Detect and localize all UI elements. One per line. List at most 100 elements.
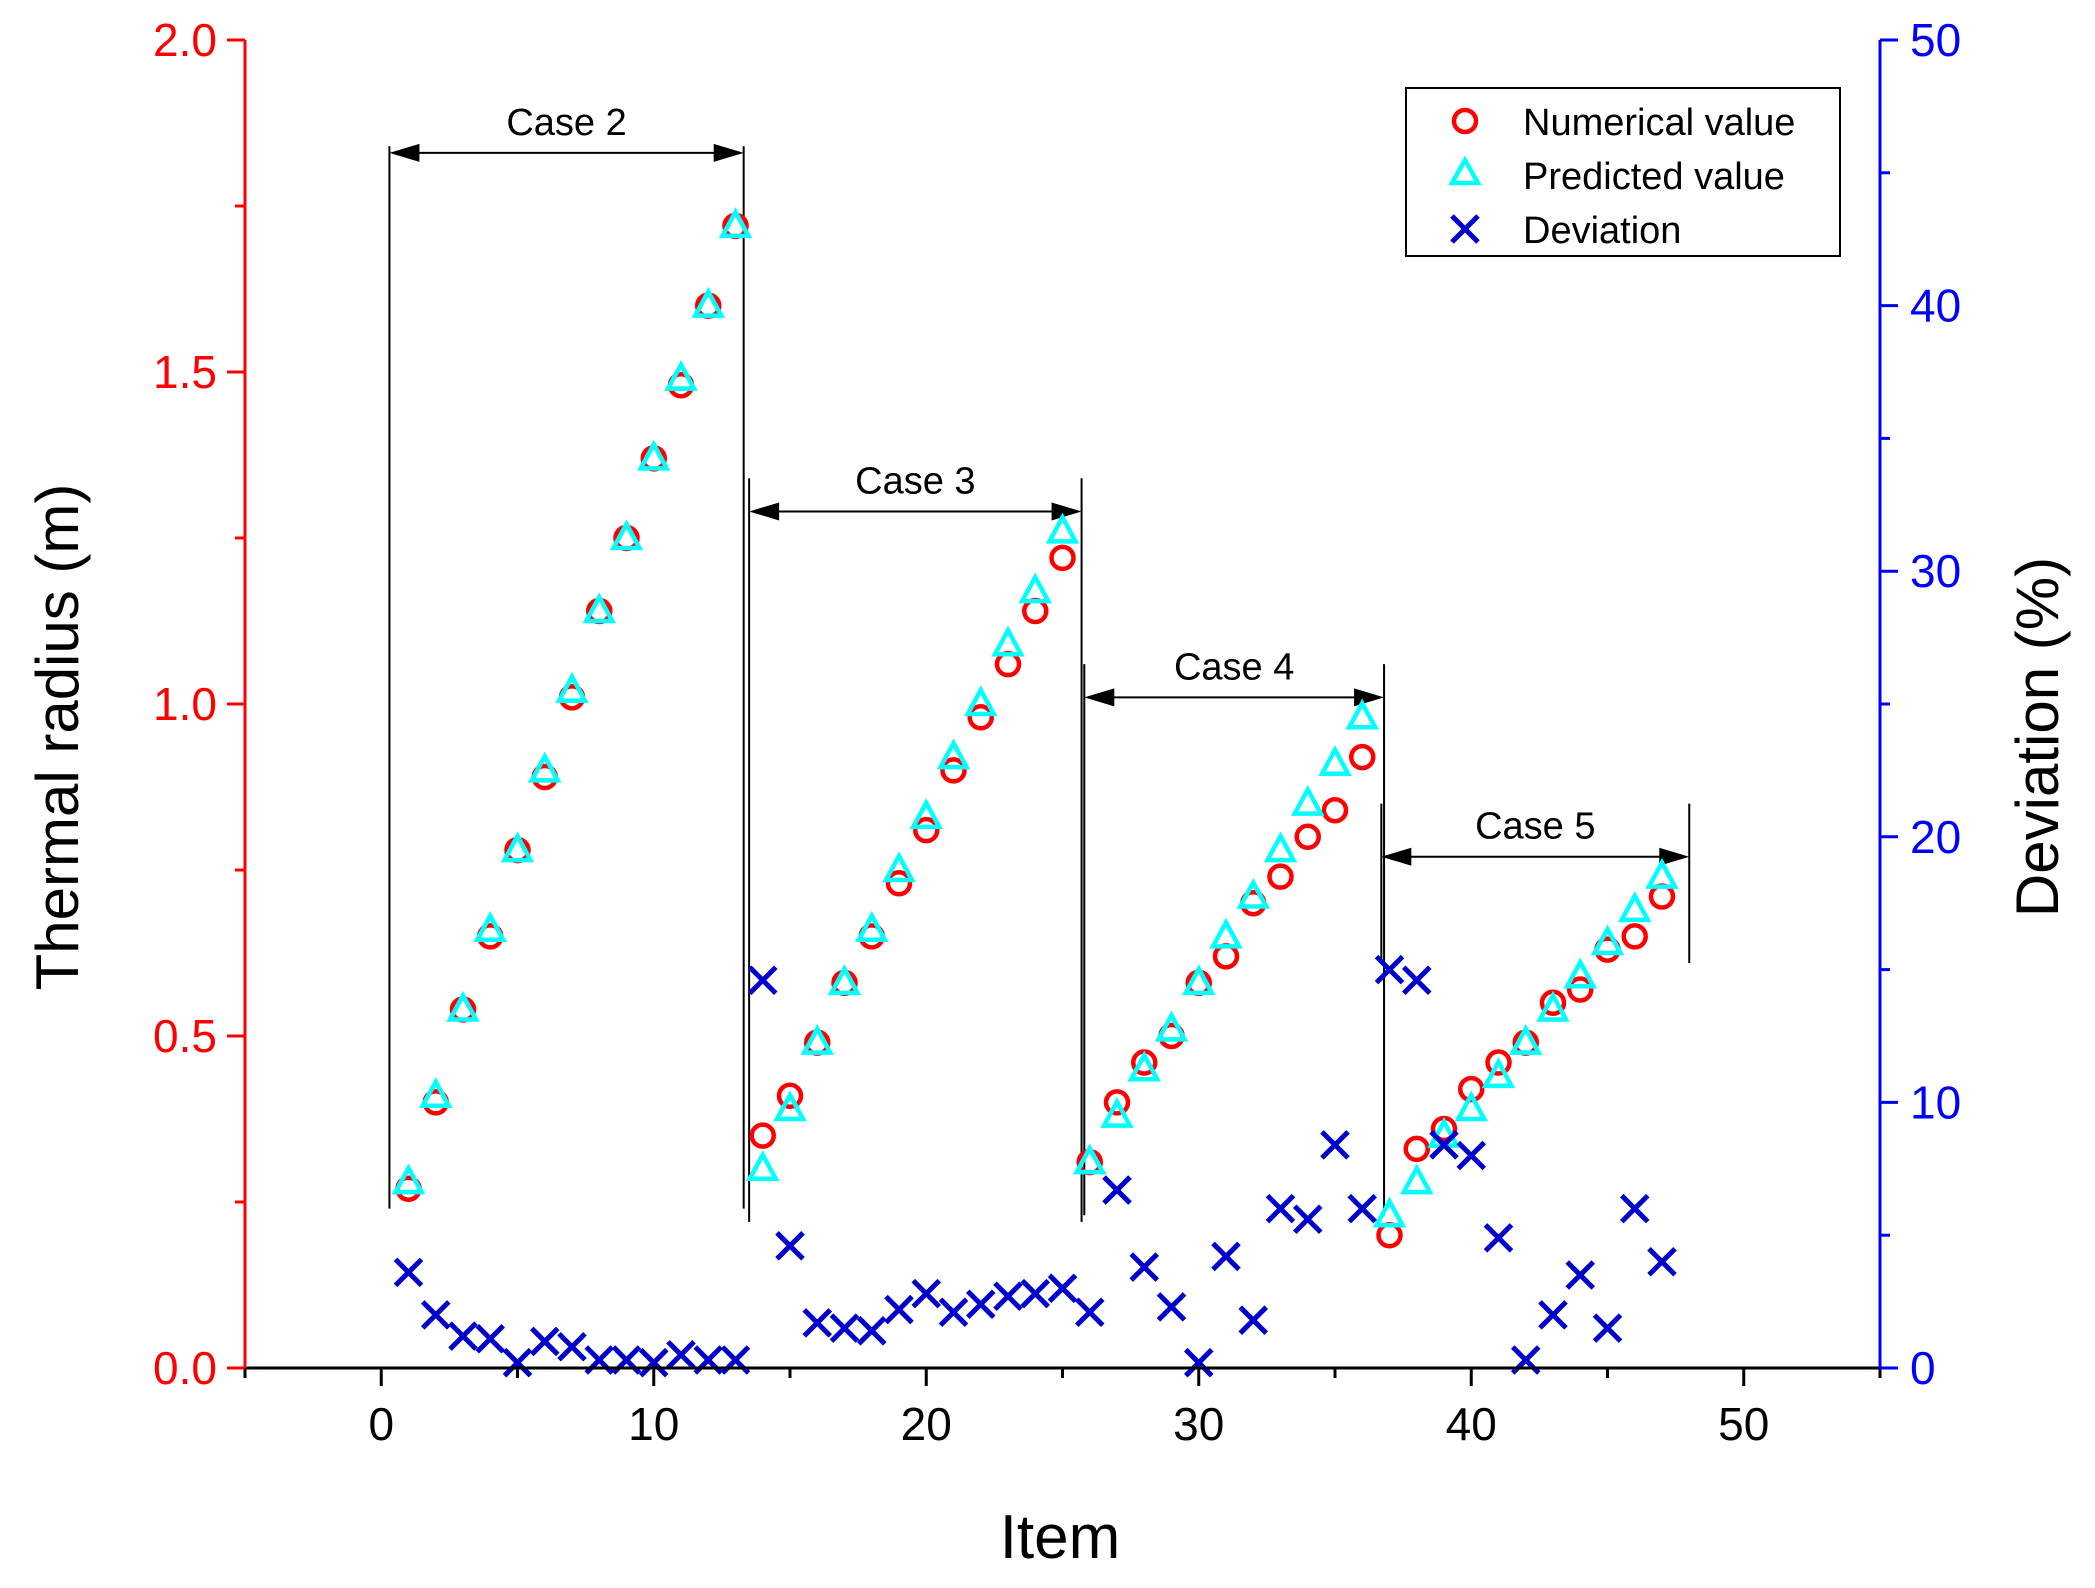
deviation-stroke [638,1347,669,1378]
predicted-point [391,1163,426,1195]
deviation-point [557,1331,587,1362]
case-label: Case 3 [855,460,975,502]
deviation-stroke [666,1339,696,1370]
numerical-point [776,1082,804,1110]
deviation-stroke [1538,1300,1568,1330]
predicted-point [418,1077,453,1109]
deviation-point [475,1324,506,1354]
predicted-point [854,911,889,943]
case-label: Case 5 [1475,806,1595,848]
deviation-point [1020,1278,1051,1309]
deviation-stroke [884,1294,914,1325]
deviation-stroke [1047,1273,1078,1304]
deviation-stroke [1401,965,1432,995]
deviation-point [1047,1273,1078,1304]
x-tick-label: 30 [1173,1398,1224,1450]
deviation-point [529,1326,560,1357]
deviation-point [1156,1292,1187,1322]
deviation-stroke [938,1297,969,1327]
deviation-stroke [911,1278,942,1309]
numerical-point [1321,796,1349,824]
axes: 0 10 20 30 40 50 0.0 0.5 1.0 1.5 2.0 0 10 20 30 40 50 [153,14,1961,1450]
y-right-tick-label: 30 [1910,545,1961,597]
deviation-stroke [1592,1313,1623,1343]
deviation-point [775,1231,805,1261]
numerical-point [1103,1089,1131,1116]
predicted-point [1508,1023,1543,1055]
predicted-point [1399,1163,1434,1195]
y-right-tick-label: 10 [1910,1076,1961,1128]
y-left-tick-label: 1.0 [153,678,217,730]
deviation-stroke [1020,1278,1051,1309]
predicted-point [609,519,644,551]
predicted-point [1318,745,1352,777]
deviation-stroke [775,1231,805,1261]
deviation-point [666,1339,696,1370]
predicted-point [1454,1090,1489,1122]
numerical-point [885,870,913,897]
deviation-point [747,965,778,995]
series-deviation [393,954,1677,1378]
deviation-stroke [1074,1297,1105,1327]
y-left-tick-label: 0.0 [153,1342,217,1394]
numerical-point [1567,976,1594,1003]
predicted-point [691,286,726,318]
numerical-point [1485,1049,1512,1076]
deviation-stroke [1347,1193,1378,1224]
predicted-point [527,751,562,783]
deviation-stroke [829,1313,860,1343]
predicted-point [1127,1050,1162,1082]
predicted-point [827,964,862,996]
predicted-point [909,798,944,830]
deviation-stroke [1102,1175,1132,1205]
predicted-point [1563,957,1598,989]
deviation-point [938,1297,969,1327]
case-annotation: Case 3 [748,460,1083,1222]
deviation-stroke [420,1300,451,1330]
predicted-point [1154,1010,1189,1042]
deviation-stroke [1429,1130,1459,1160]
deviation-stroke [993,1281,1023,1312]
deviation-point [993,1281,1023,1312]
predicted-point [1236,877,1271,909]
deviation-point [1265,1193,1296,1224]
numerical-point [1621,923,1648,950]
y-right-tick-label: 40 [1910,280,1961,332]
deviation-point [1401,965,1432,995]
deviation-stroke [1129,1252,1160,1282]
predicted-point [963,685,998,717]
deviation-point [1320,1130,1350,1160]
numerical-point [967,704,994,731]
predicted-point [1181,964,1216,996]
deviation-point [856,1316,887,1346]
case-arrowhead-right [1659,847,1690,866]
case-arrowhead-right [1051,502,1082,521]
predicted-point [936,738,971,770]
deviation-stroke [1183,1347,1214,1378]
y-left-tick-label: 0.5 [153,1010,217,1062]
case-label: Case 4 [1174,646,1294,688]
case-arrowhead-right [713,143,744,162]
deviation-point [965,1289,996,1320]
predicted-point [555,671,589,703]
predicted-point [882,851,916,883]
deviation-stroke [1292,1204,1323,1235]
y-left-tick-label: 1.5 [153,346,217,398]
deviation-point [1619,1193,1650,1224]
numerical-point [1349,743,1376,771]
predicted-point [1209,917,1243,949]
legend-numerical-marker [1451,107,1479,135]
numerical-point [749,1122,776,1149]
deviation-point [1592,1313,1623,1343]
deviation-point [1456,1140,1487,1171]
predicted-point [991,625,1025,657]
numerical-point [1267,863,1294,890]
series-predicted-value [391,207,1679,1228]
deviation-stroke [1565,1260,1596,1290]
deviation-point [1347,1193,1378,1224]
deviation-point [1129,1252,1160,1282]
deviation-point [1292,1204,1323,1235]
deviation-point [1211,1241,1241,1272]
predicted-point [800,1023,835,1055]
case-annotation: Case 4 [1083,646,1386,1216]
